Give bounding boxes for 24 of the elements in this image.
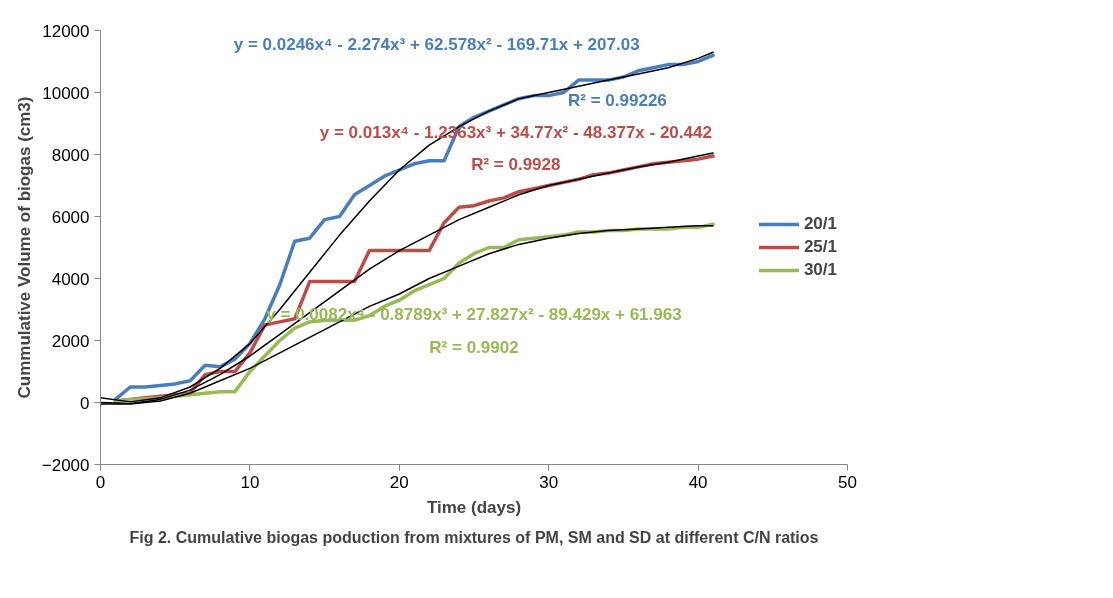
y-tick-label: −2000 xyxy=(41,455,90,475)
x-tick-label: 10 xyxy=(240,472,260,492)
y-axis-title: Cummulative Volume of biogas (cm3) xyxy=(14,96,34,399)
annotation: R² = 0.9902 xyxy=(429,338,519,358)
y-tick-label: 2000 xyxy=(51,331,90,351)
y-tick-label: 4000 xyxy=(51,269,90,289)
annotation: y = 0.0246x⁴ - 2.274x³ + 62.578x² - 169.71x + 207.03 xyxy=(233,34,640,54)
y-tick-label: 12000 xyxy=(42,21,90,41)
y-tick-label: 8000 xyxy=(51,145,90,165)
legend-label: 25/1 xyxy=(803,237,837,257)
x-tick-label: 30 xyxy=(539,472,559,492)
y-tick-label: 6000 xyxy=(51,207,90,227)
annotation: R² = 0.9928 xyxy=(471,155,561,175)
x-tick-label: 20 xyxy=(389,472,409,492)
x-tick-label: 0 xyxy=(95,472,106,492)
legend-label: 20/1 xyxy=(803,214,837,234)
y-tick-label: 0 xyxy=(80,393,90,413)
x-tick-label: 40 xyxy=(688,472,708,492)
y-tick-label: 10000 xyxy=(42,83,90,103)
x-tick-label: 50 xyxy=(838,472,857,492)
text: Fig 2. Cumulative biogas poduction from mixtures of PM, SM and SD at different C/N ratios xyxy=(129,528,819,546)
x-axis-title: Time (days) xyxy=(426,497,522,517)
legend-label: 30/1 xyxy=(803,260,837,280)
annotation: R² = 0.99226 xyxy=(568,90,667,110)
